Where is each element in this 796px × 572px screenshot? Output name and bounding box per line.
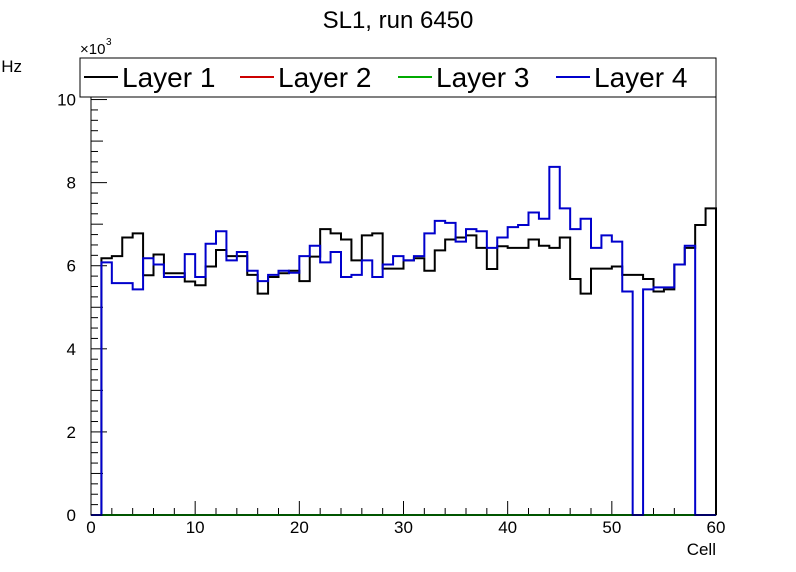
legend: Layer 1 Layer 2 Layer 3 Layer 4 <box>79 57 717 98</box>
x-tick-label: 40 <box>498 518 517 537</box>
y-tick-label: 8 <box>67 174 76 193</box>
x-tick-label: 20 <box>290 518 309 537</box>
x-tick-label: 50 <box>602 518 621 537</box>
x-tick-label: 30 <box>394 518 413 537</box>
x-axis-title: Cell <box>687 540 716 559</box>
legend-label-layer-2: Layer 2 <box>278 62 371 93</box>
y-tick-label: 4 <box>67 340 76 359</box>
x-tick-label: 0 <box>86 518 95 537</box>
series-line-layer-4 <box>91 165 716 516</box>
y-tick-label: 0 <box>67 506 76 525</box>
legend-label-layer-3: Layer 3 <box>436 62 529 93</box>
y-multiplier-base: ×10 <box>80 41 105 58</box>
x-tick-label: 60 <box>707 518 726 537</box>
y-axis-title: Hz <box>1 57 22 76</box>
legend-label-layer-4: Layer 4 <box>594 62 687 93</box>
x-tick-label: 10 <box>186 518 205 537</box>
axis-tick-labels: 0 10 20 30 40 50 60 0 2 4 6 8 10 <box>57 91 725 537</box>
chart-title: SL1, run 6450 <box>323 7 474 34</box>
legend-label-layer-1: Layer 1 <box>122 62 215 93</box>
y-tick-label: 6 <box>67 257 76 276</box>
y-axis-multiplier: ×10 3 <box>80 37 112 58</box>
y-tick-label: 10 <box>57 91 76 110</box>
y-tick-label: 2 <box>67 423 76 442</box>
y-multiplier-exponent: 3 <box>106 37 112 48</box>
